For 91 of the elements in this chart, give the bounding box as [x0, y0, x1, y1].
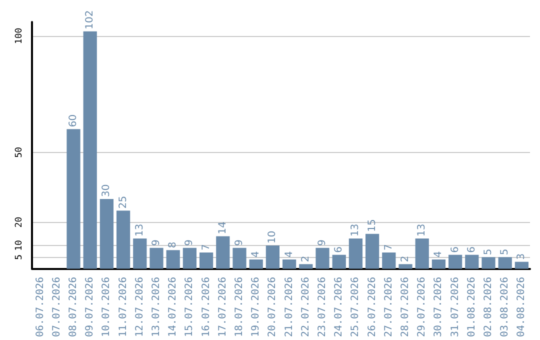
data-label: 8 — [168, 242, 179, 248]
bar — [432, 259, 446, 269]
data-label: 15 — [366, 219, 378, 232]
data-label: 10 — [267, 230, 278, 244]
data-label: 9 — [151, 239, 162, 246]
y-tick-label: 5 — [14, 254, 24, 260]
data-label: 6 — [450, 246, 461, 253]
data-label: 9 — [184, 239, 196, 246]
bar — [448, 254, 462, 269]
data-label: 13 — [350, 224, 362, 237]
data-label: 6 — [466, 246, 478, 253]
data-label: 25 — [118, 196, 129, 209]
bar — [348, 238, 363, 269]
bar — [182, 248, 197, 269]
data-label: 4 — [250, 251, 262, 258]
data-label: 9 — [317, 239, 328, 246]
data-label: 14 — [217, 221, 228, 234]
x-tick-label: 17.07.2026 — [217, 276, 228, 338]
bar — [83, 31, 97, 269]
data-label: 7 — [383, 244, 394, 250]
x-tick-label: 16.07.2026 — [200, 276, 212, 338]
x-tick-label: 19.07.2026 — [250, 276, 262, 338]
x-tick-label: 28.07.2026 — [400, 276, 411, 338]
bar — [266, 246, 280, 269]
x-tick-label: 02.08.2026 — [483, 276, 494, 338]
x-tick-label: 22.07.2026 — [300, 276, 312, 338]
data-label: 9 — [234, 239, 245, 246]
bar — [365, 234, 380, 269]
data-label: 4 — [284, 251, 295, 258]
data-label: 60 — [68, 114, 79, 128]
bar — [514, 262, 529, 269]
bar — [299, 264, 313, 269]
x-tick-label: 13.07.2026 — [151, 276, 162, 338]
y-tick-label: 20 — [14, 216, 24, 228]
x-tick-label: 31.07.2026 — [450, 276, 461, 338]
x-tick-label: 15.07.2026 — [184, 276, 196, 338]
bar — [66, 129, 80, 269]
x-tick-label: 21.07.2026 — [284, 276, 295, 338]
x-tick-label: 29.07.2026 — [416, 276, 428, 338]
x-tick-label: 06.07.2026 — [34, 276, 46, 338]
bar — [133, 238, 147, 269]
x-tick-label: 30.07.2026 — [433, 276, 444, 338]
data-label: 5 — [500, 248, 511, 256]
x-tick-label: 27.07.2026 — [383, 276, 394, 338]
x-tick-label: 12.07.2026 — [134, 276, 146, 338]
data-label: 3 — [516, 253, 528, 260]
bar — [199, 252, 214, 269]
bar — [282, 259, 296, 269]
bar — [316, 248, 330, 269]
x-tick-label: 04.08.2026 — [516, 276, 528, 338]
data-label: 2 — [300, 256, 312, 262]
x-tick-label: 23.07.2026 — [317, 276, 328, 338]
data-label: 2 — [400, 256, 411, 262]
x-tick-label: 18.07.2026 — [234, 276, 245, 338]
data-label: 6 — [334, 246, 345, 253]
x-tick-label: 07.07.2026 — [51, 276, 62, 338]
x-tick-label: 01.08.2026 — [466, 276, 478, 338]
bar — [100, 198, 114, 269]
x-tick-label: 14.07.2026 — [168, 276, 179, 338]
bar — [465, 254, 479, 269]
bar — [498, 257, 512, 269]
x-tick-label: 03.08.2026 — [500, 276, 511, 338]
bar — [382, 252, 396, 269]
x-tick-label: 09.07.2026 — [84, 276, 96, 338]
x-tick-label: 08.07.2026 — [68, 276, 79, 338]
x-tick-label: 25.07.2026 — [350, 276, 362, 338]
bar — [166, 250, 180, 269]
bar — [332, 254, 346, 269]
x-tick-label: 24.07.2026 — [334, 276, 345, 338]
data-label: 102 — [84, 10, 96, 30]
data-label: 5 — [483, 248, 494, 256]
bar — [232, 248, 246, 269]
y-tick-label: 50 — [14, 146, 24, 158]
bar — [415, 238, 429, 269]
x-tick-label: 20.07.2026 — [267, 276, 278, 338]
y-tick-label: 100 — [14, 28, 24, 44]
data-label: 7 — [200, 244, 212, 250]
data-label: 30 — [101, 184, 112, 197]
data-label: 13 — [416, 224, 428, 237]
bar — [116, 210, 130, 269]
bar — [482, 257, 496, 269]
bar — [398, 264, 412, 269]
x-tick-label: 11.07.2026 — [118, 276, 129, 338]
bar — [150, 248, 164, 269]
data-label: 4 — [433, 251, 444, 258]
data-label: 13 — [134, 224, 146, 237]
x-tick-label: 10.07.2026 — [101, 276, 112, 338]
bar — [249, 259, 263, 269]
bar — [216, 236, 230, 269]
x-tick-label: 26.07.2026 — [366, 276, 378, 338]
y-tick-label: 10 — [14, 240, 24, 251]
